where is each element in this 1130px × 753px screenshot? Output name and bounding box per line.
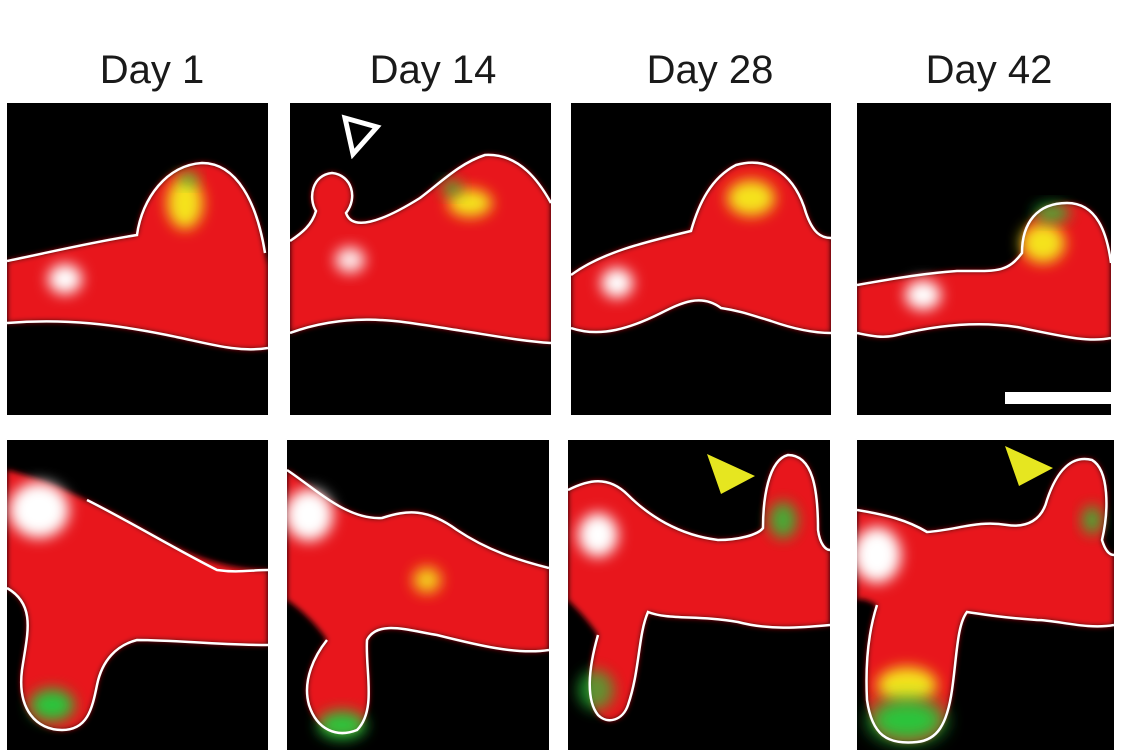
panel-bottom-day-28 (568, 440, 830, 750)
column-label-day-42: Day 42 (925, 48, 1053, 92)
panel-bottom-day-42 (857, 440, 1114, 750)
panel-top-day-28 (571, 103, 831, 415)
panel-top-day-14 (290, 103, 551, 415)
filled-arrowhead-icon (707, 454, 755, 494)
open-arrowhead-icon (341, 114, 382, 159)
column-label-day-14: Day 14 (369, 48, 497, 92)
panel-top-day-1 (7, 103, 268, 415)
column-label-day-28: Day 28 (646, 48, 774, 92)
panel-top-day-42 (857, 103, 1111, 415)
column-label-day-1: Day 1 (99, 48, 205, 92)
filled-arrowhead-icon (1005, 446, 1053, 486)
panel-bottom-day-14 (287, 440, 549, 750)
panel-bottom-day-1 (7, 440, 268, 750)
scale-bar (1005, 392, 1111, 404)
